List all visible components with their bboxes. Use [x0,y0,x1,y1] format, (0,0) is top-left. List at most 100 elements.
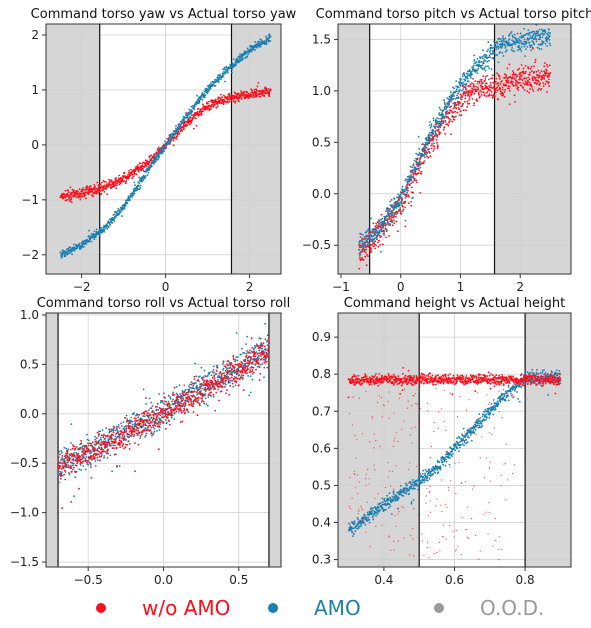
data-point [243,91,246,93]
data-point [462,84,464,87]
data-point [485,82,488,85]
data-point [541,75,543,77]
data-point [523,27,525,30]
data-point [411,169,414,172]
data-point [115,177,117,179]
data-point [372,222,375,225]
data-point [203,96,206,99]
data-point [134,442,136,444]
data-point [79,194,82,197]
data-point [433,145,436,148]
data-point [546,40,548,43]
data-point [499,38,502,41]
data-point [238,96,241,99]
data-point [265,92,267,95]
data-point [170,416,173,419]
data-point [412,173,415,175]
data-point [95,231,98,234]
data-point [428,132,431,134]
data-point [136,427,139,430]
data-point [238,57,241,59]
data-point [200,389,203,392]
data-point [91,191,94,194]
data-point [113,217,116,220]
data-point [529,74,531,76]
data-point [517,37,520,40]
data-point [497,46,500,48]
data-point [411,166,414,169]
data-point [212,368,215,371]
data-point [498,37,501,40]
data-point [139,162,141,165]
data-point [87,239,90,242]
data-point [415,173,418,176]
data-point [120,437,122,439]
data-point [118,178,121,181]
data-point [83,246,85,248]
data-point [59,477,62,480]
data-point [472,83,475,86]
data-point [377,225,380,228]
data-point [89,450,92,452]
data-point [98,455,101,458]
data-point [511,34,514,37]
data-point [487,78,490,81]
data-point [367,227,370,230]
data-point [82,455,85,457]
y-tick-label: −2 [21,248,39,262]
data-point [359,232,361,235]
data-point [404,200,407,203]
data-point [207,396,210,398]
data-point [173,418,176,421]
data-point [228,94,231,97]
data-point [548,28,550,31]
data-point [394,200,397,203]
data-point [548,75,550,77]
data-point [206,374,209,377]
data-point [109,430,111,433]
data-point [523,89,526,91]
data-point [450,100,453,102]
data-point [184,120,187,123]
data-point [98,450,100,453]
data-point [146,419,149,422]
data-point [106,456,109,459]
data-point [81,243,84,246]
data-point [424,144,427,147]
data-point [175,385,178,388]
data-point [82,465,85,467]
data-point [534,78,536,80]
data-point [135,429,138,431]
data-point [175,125,177,127]
data-point [263,90,266,92]
ood-region-roll-1 [268,313,281,567]
data-point [172,144,175,147]
data-point [458,81,461,84]
data-point [142,423,145,426]
data-point [117,435,119,438]
data-point [433,126,436,129]
data-point [207,404,209,407]
data-point [433,142,435,145]
data-point [496,42,499,45]
data-point [184,388,187,391]
data-point [419,191,422,194]
data-point [549,32,551,35]
data-point [86,433,88,436]
data-point [214,409,217,412]
data-point [206,92,209,95]
data-point [127,440,130,443]
data-point [412,163,415,166]
data-point [188,113,190,116]
data-point [523,45,526,48]
data-point [375,224,378,227]
data-point [361,240,364,243]
data-point [57,472,59,475]
data-point [137,416,140,419]
data-point [522,36,525,39]
data-point [399,195,402,198]
data-point [525,48,527,50]
data-point [504,47,507,49]
data-point [548,78,550,81]
